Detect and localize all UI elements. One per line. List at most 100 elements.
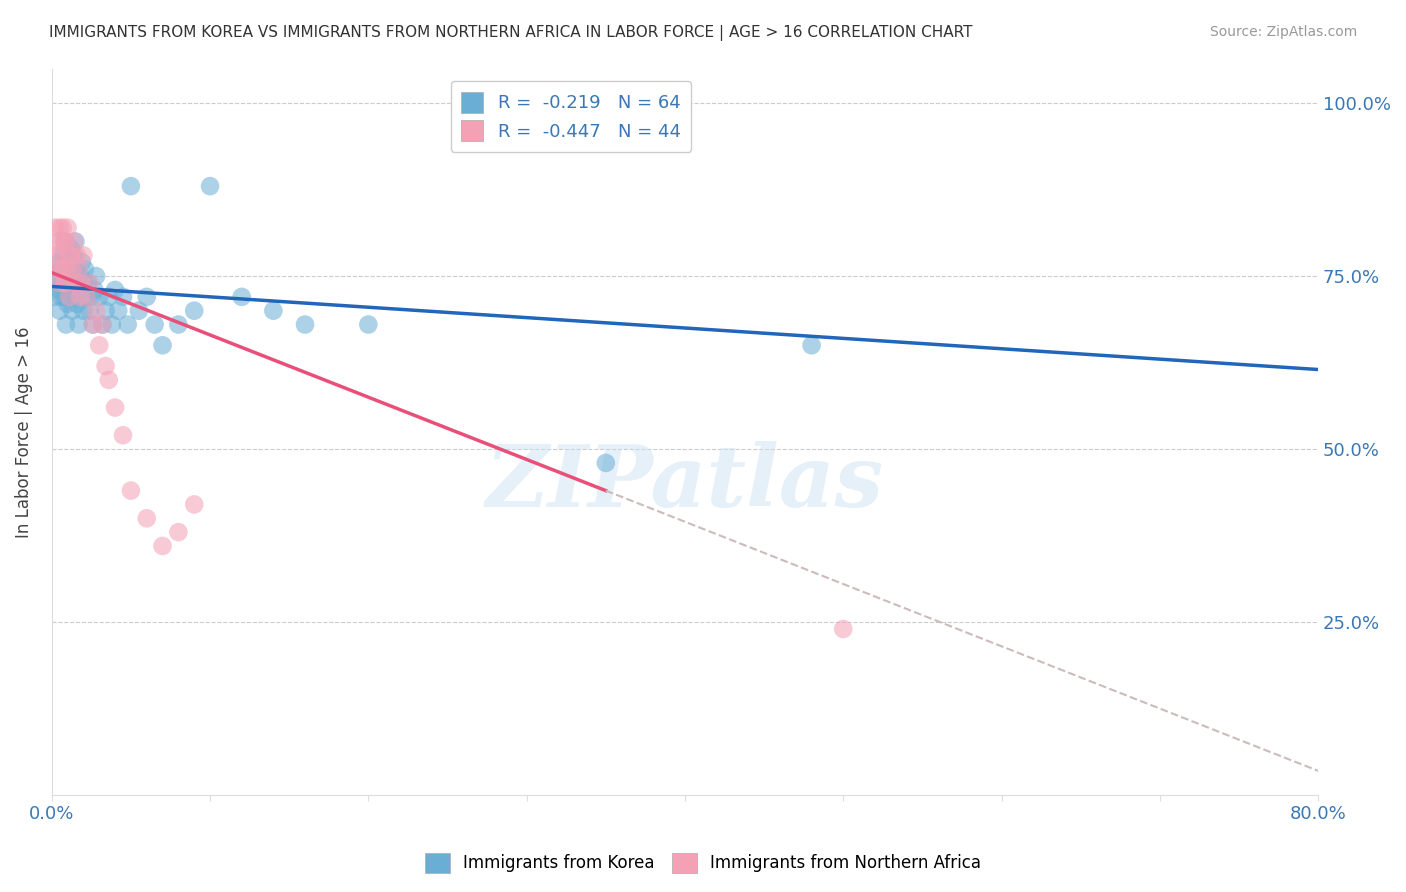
Point bbox=[262, 303, 284, 318]
Point bbox=[48, 276, 70, 290]
Point bbox=[55, 318, 77, 332]
Point bbox=[63, 290, 86, 304]
Point bbox=[120, 179, 142, 194]
Point bbox=[53, 290, 76, 304]
Point bbox=[294, 318, 316, 332]
Point bbox=[46, 269, 69, 284]
Point bbox=[84, 303, 107, 318]
Point bbox=[72, 276, 94, 290]
Point bbox=[80, 290, 103, 304]
Point bbox=[72, 303, 94, 318]
Point bbox=[58, 290, 80, 304]
Point bbox=[56, 220, 79, 235]
Point bbox=[111, 290, 134, 304]
Point bbox=[59, 248, 82, 262]
Point bbox=[82, 318, 104, 332]
Point bbox=[56, 297, 79, 311]
Point bbox=[63, 235, 86, 249]
Point bbox=[70, 276, 93, 290]
Point bbox=[51, 262, 73, 277]
Point bbox=[152, 539, 174, 553]
Point bbox=[60, 262, 83, 277]
Y-axis label: In Labor Force | Age > 16: In Labor Force | Age > 16 bbox=[15, 326, 32, 538]
Point bbox=[111, 428, 134, 442]
Point bbox=[117, 318, 139, 332]
Point bbox=[66, 262, 89, 277]
Point bbox=[97, 373, 120, 387]
Point bbox=[58, 248, 80, 262]
Point bbox=[357, 318, 380, 332]
Text: Source: ZipAtlas.com: Source: ZipAtlas.com bbox=[1209, 25, 1357, 39]
Point bbox=[97, 290, 120, 304]
Point bbox=[45, 248, 67, 262]
Point bbox=[46, 262, 69, 277]
Point bbox=[45, 276, 67, 290]
Point bbox=[183, 498, 205, 512]
Point bbox=[183, 303, 205, 318]
Point bbox=[65, 276, 87, 290]
Point bbox=[55, 235, 77, 249]
Point bbox=[67, 283, 90, 297]
Point bbox=[135, 511, 157, 525]
Point bbox=[67, 262, 90, 277]
Point bbox=[53, 235, 76, 249]
Point bbox=[59, 283, 82, 297]
Point bbox=[63, 248, 86, 262]
Point bbox=[65, 276, 87, 290]
Point bbox=[76, 290, 98, 304]
Point bbox=[77, 276, 100, 290]
Point bbox=[89, 290, 111, 304]
Point bbox=[76, 290, 98, 304]
Point bbox=[55, 276, 77, 290]
Point bbox=[152, 338, 174, 352]
Point bbox=[595, 456, 617, 470]
Point bbox=[51, 290, 73, 304]
Point bbox=[53, 235, 76, 249]
Point bbox=[56, 255, 79, 269]
Text: ZIPatlas: ZIPatlas bbox=[486, 441, 884, 524]
Point bbox=[104, 283, 127, 297]
Legend: Immigrants from Korea, Immigrants from Northern Africa: Immigrants from Korea, Immigrants from N… bbox=[419, 847, 987, 880]
Point bbox=[44, 290, 66, 304]
Point bbox=[56, 276, 79, 290]
Point bbox=[51, 235, 73, 249]
Point bbox=[59, 242, 82, 256]
Legend: R =  -0.219   N = 64, R =  -0.447   N = 44: R = -0.219 N = 64, R = -0.447 N = 44 bbox=[450, 81, 692, 152]
Point bbox=[51, 262, 73, 277]
Point bbox=[60, 303, 83, 318]
Point bbox=[120, 483, 142, 498]
Point bbox=[48, 303, 70, 318]
Point bbox=[48, 255, 70, 269]
Point bbox=[89, 338, 111, 352]
Point bbox=[67, 318, 90, 332]
Point bbox=[72, 248, 94, 262]
Point bbox=[52, 248, 75, 262]
Point bbox=[94, 359, 117, 373]
Point bbox=[198, 179, 221, 194]
Point bbox=[82, 318, 104, 332]
Text: IMMIGRANTS FROM KOREA VS IMMIGRANTS FROM NORTHERN AFRICA IN LABOR FORCE | AGE > : IMMIGRANTS FROM KOREA VS IMMIGRANTS FROM… bbox=[49, 25, 973, 41]
Point bbox=[48, 220, 70, 235]
Point bbox=[44, 220, 66, 235]
Point bbox=[94, 303, 117, 318]
Point bbox=[104, 401, 127, 415]
Point bbox=[167, 525, 190, 540]
Point bbox=[167, 318, 190, 332]
Point bbox=[52, 220, 75, 235]
Point bbox=[52, 276, 75, 290]
Point bbox=[84, 269, 107, 284]
Point bbox=[55, 269, 77, 284]
Point bbox=[48, 283, 70, 297]
Point bbox=[135, 290, 157, 304]
Point bbox=[60, 262, 83, 277]
Point bbox=[832, 622, 855, 636]
Point bbox=[231, 290, 253, 304]
Point bbox=[101, 318, 124, 332]
Point bbox=[143, 318, 166, 332]
Point bbox=[69, 290, 91, 304]
Point bbox=[128, 303, 150, 318]
Point bbox=[800, 338, 823, 352]
Point bbox=[66, 297, 89, 311]
Point bbox=[46, 235, 69, 249]
Point bbox=[91, 318, 114, 332]
